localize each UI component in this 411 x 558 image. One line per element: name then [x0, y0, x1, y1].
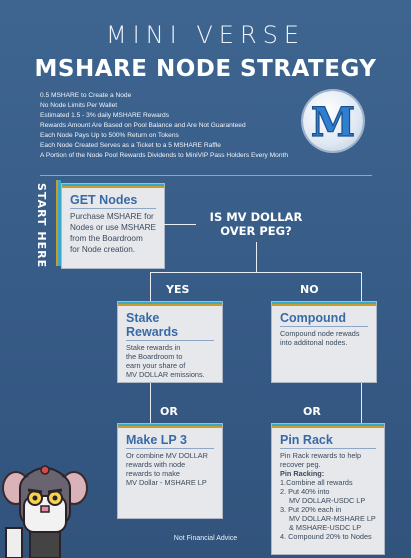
- rule-item: Estimated 1.5 - 3% daily MSHARE Rewards: [40, 112, 169, 119]
- card-line: Or combine MV DOLLAR: [126, 451, 208, 460]
- accent-stripes: [56, 180, 61, 266]
- card-line: MV Dollar - MSHARE LP: [126, 478, 207, 487]
- card-line: MV DOLLAR emissions.: [126, 370, 205, 379]
- connector: [256, 242, 257, 272]
- make-lp-card: Make LP 3 Or combine MV DOLLAR rewards w…: [118, 424, 222, 518]
- yes-label: YES: [166, 283, 190, 296]
- card-line: from the Boardroom: [70, 234, 143, 243]
- card-line: the Boardroom to: [126, 352, 183, 361]
- disclaimer: Not Financial Advice: [173, 535, 238, 542]
- logo-letter: M: [311, 101, 355, 141]
- divider: [40, 175, 372, 176]
- step-line: MV DOLLAR-USDC LP: [289, 496, 366, 505]
- rule-item: 0.5 MSHARE to Create a Node: [40, 92, 132, 99]
- card-line: Stake rewards in: [126, 343, 181, 352]
- connector: [150, 272, 361, 273]
- connector: [150, 378, 151, 424]
- card-line: Pin Rack rewards to help: [280, 451, 362, 460]
- card-line: Purchase MSHARE for: [70, 212, 154, 221]
- card-line: rewards to make: [126, 469, 180, 478]
- stake-rewards-title: Stake Rewards: [126, 311, 214, 341]
- connector: [361, 272, 362, 302]
- rule-item: Each Node Created Serves as a Ticket to …: [40, 142, 221, 149]
- or-label: OR: [303, 405, 321, 418]
- rule-item: Rewards Amount Are Based on Pool Balance…: [40, 122, 246, 129]
- make-lp-title: Make LP 3: [126, 433, 214, 449]
- question-line: OVER PEG?: [220, 224, 292, 238]
- pin-rack-title: Pin Rack: [280, 433, 376, 449]
- make-lp-body: Or combine MV DOLLAR rewards with node r…: [126, 451, 214, 487]
- card-line: recover peg.: [280, 460, 321, 469]
- miniverse-logo-icon: M: [303, 91, 363, 151]
- step-line: 4. Compound 20% to Nodes: [280, 532, 372, 541]
- step-line: & MSHARE-USDC LP: [289, 523, 362, 532]
- compound-title: Compound: [280, 311, 368, 327]
- compound-card: Compound Compound node rewads into addit…: [272, 302, 376, 382]
- card-line: earn your share of: [126, 361, 186, 370]
- get-nodes-body: Purchase MSHARE for Nodes or use MSHARE …: [70, 211, 156, 255]
- get-nodes-card: GET Nodes Purchase MSHARE for Nodes or u…: [62, 184, 164, 268]
- step-line: 1.Combine all rewards: [280, 478, 353, 487]
- stake-rewards-card: Stake Rewards Stake rewards in the Board…: [118, 302, 222, 382]
- rule-item: A Portion of the Node Pool Rewards Divid…: [40, 152, 288, 159]
- card-line: rewards with node: [126, 460, 186, 469]
- start-here-label: START HERE: [35, 183, 48, 269]
- stake-rewards-body: Stake rewards in the Boardroom to earn y…: [126, 343, 214, 379]
- card-line: into additonal nodes.: [280, 338, 348, 347]
- step-line: 3. Put 20% each in: [280, 505, 342, 514]
- connector: [361, 378, 362, 424]
- card-line: Compound node rewads: [280, 329, 360, 338]
- step-line: 2. Put 40% into: [280, 487, 330, 496]
- pin-rack-subhead: Pin Racking:: [280, 469, 325, 478]
- peg-question: IS MV DOLLAR OVER PEG?: [166, 210, 346, 238]
- rule-item: Each Node Pays Up to 500% Return on Toke…: [40, 132, 179, 139]
- card-line: Nodes or use MSHARE: [70, 223, 157, 232]
- rules-list: 0.5 MSHARE to Create a Node No Node Limi…: [40, 91, 288, 161]
- page-title: MSHARE NODE STRATEGY: [34, 56, 377, 82]
- or-label: OR: [160, 405, 178, 418]
- rule-item: No Node Limits Per Wallet: [40, 102, 118, 109]
- pin-rack-card: Pin Rack Pin Rack rewards to help recove…: [272, 424, 384, 554]
- question-line: IS MV DOLLAR: [209, 210, 303, 224]
- card-line: for Node creation.: [70, 245, 136, 254]
- pin-rack-body: Pin Rack rewards to help recover peg. Pi…: [280, 451, 376, 541]
- connector: [150, 272, 151, 302]
- mascot-illustration: [2, 465, 88, 558]
- brand-wordmark: MINI VERSE: [105, 21, 306, 49]
- get-nodes-title: GET Nodes: [70, 193, 156, 209]
- compound-body: Compound node rewads into additonal node…: [280, 329, 368, 347]
- connector: [164, 224, 196, 225]
- no-label: NO: [300, 283, 319, 296]
- step-line: MV DOLLAR-MSHARE LP: [289, 514, 376, 523]
